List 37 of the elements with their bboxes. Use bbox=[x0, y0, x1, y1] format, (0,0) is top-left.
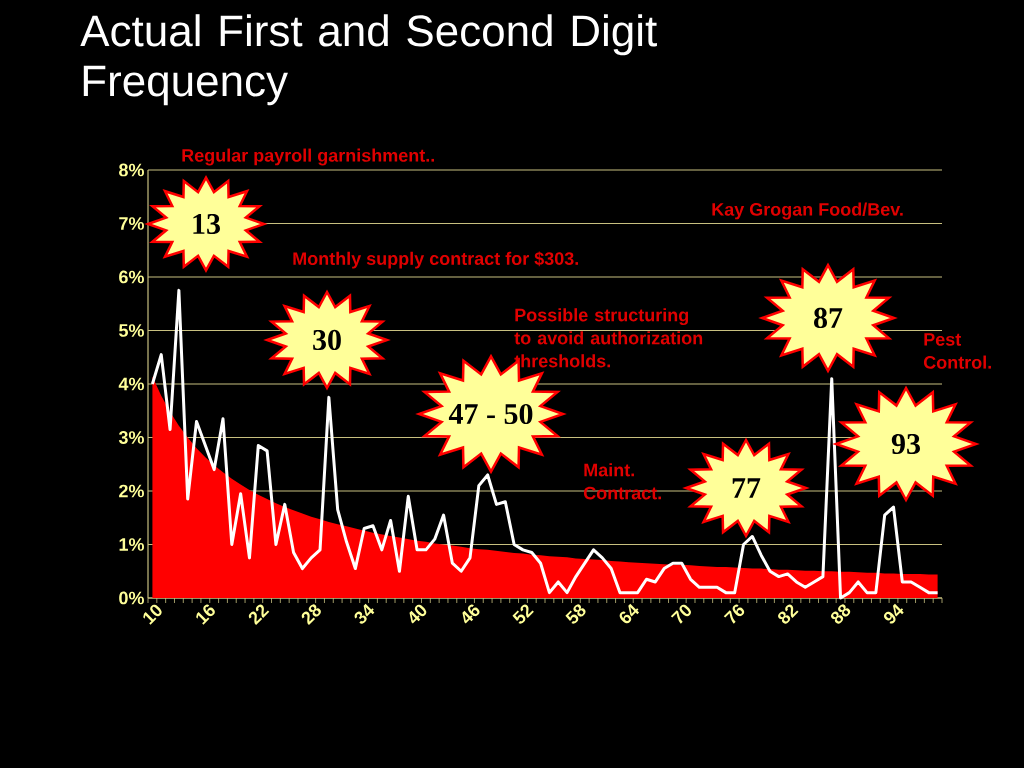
x-tick-label: 10 bbox=[143, 604, 162, 625]
x-tick-label: 82 bbox=[778, 604, 799, 624]
x-tick-label: 94 bbox=[883, 603, 904, 624]
y-tick-label: 2% bbox=[119, 484, 144, 498]
y-tick-label: 5% bbox=[119, 324, 144, 337]
annotation: Kay Grogan Food/Bev. bbox=[712, 202, 903, 220]
annotation: 77 bbox=[732, 478, 761, 498]
x-tick-label: 52 bbox=[512, 604, 534, 624]
y-tick-label: 1% bbox=[119, 538, 144, 551]
annotation: 30 bbox=[313, 329, 341, 351]
x-tick-label: 22 bbox=[248, 604, 270, 626]
x-tick-label: 76 bbox=[723, 604, 745, 624]
annotation: Possible structuring to avoid authorization thresholds. bbox=[514, 308, 703, 368]
y-tick-label: 0% bbox=[119, 591, 144, 605]
annotation: 13 bbox=[193, 213, 220, 235]
y-tick-label: 3% bbox=[118, 431, 144, 444]
x-tick-label: 58 bbox=[565, 604, 586, 624]
text: Regular payroll garnishment.. bbox=[182, 148, 435, 166]
annotation: Pest Control. bbox=[923, 333, 991, 369]
y-tick-label: 6% bbox=[119, 270, 144, 284]
annotation: 87 bbox=[814, 307, 843, 329]
annotation: 47 - 50 bbox=[448, 403, 533, 425]
x-tick-label: 40 bbox=[409, 604, 427, 624]
x-tick-label: 46 bbox=[462, 604, 480, 624]
annotation: 93 bbox=[891, 433, 920, 455]
x-tick-label: 70 bbox=[670, 604, 691, 624]
x-tick-label: 16 bbox=[196, 604, 215, 625]
y-tick-label: 4% bbox=[118, 377, 144, 391]
y-tick-label: 8% bbox=[119, 163, 144, 177]
x-tick-label: 64 bbox=[619, 603, 640, 624]
chart-title: Actual First and Second Digit Frequency bbox=[80, 14, 657, 106]
x-tick-label: 28 bbox=[301, 604, 321, 626]
x-tick-label: 88 bbox=[830, 604, 851, 624]
annotation: Monthly supply contract for $303. bbox=[293, 251, 579, 269]
annotation: Maint. Contract. bbox=[583, 463, 661, 500]
x-tick-label: 34 bbox=[354, 603, 375, 624]
y-tick-label: 7% bbox=[119, 217, 144, 230]
